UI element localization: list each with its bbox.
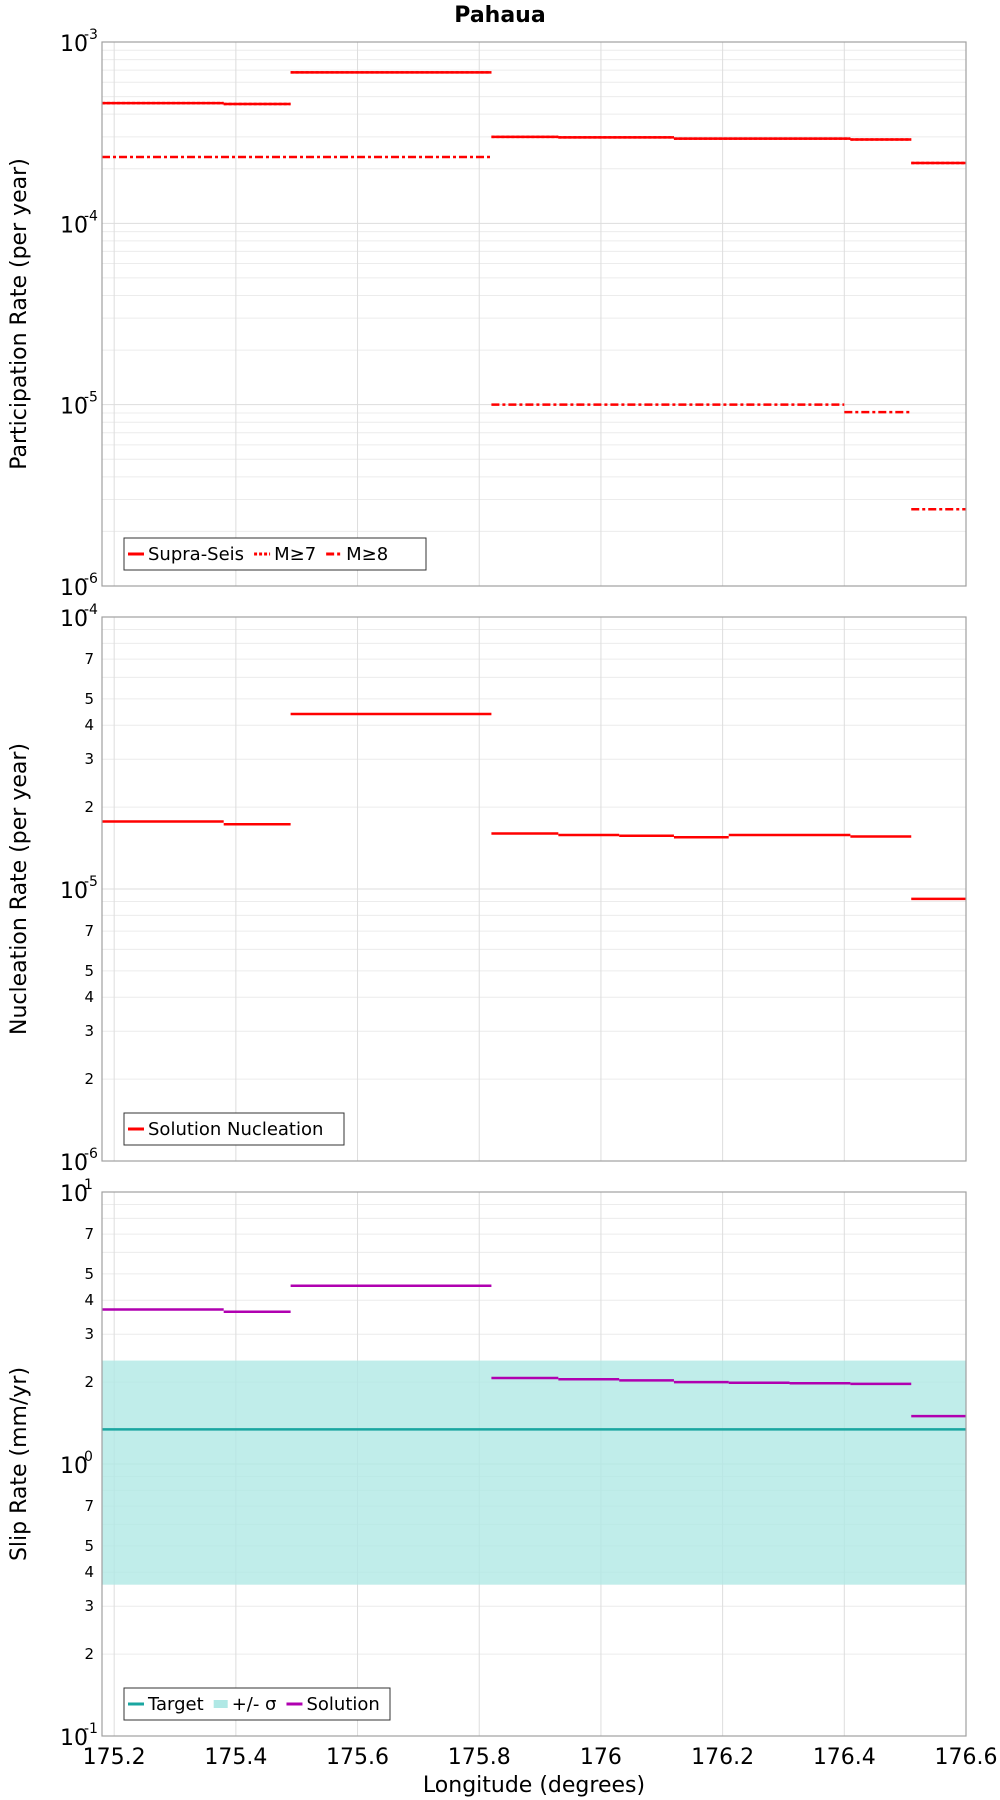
- y-tick-exponent: -5: [84, 390, 98, 406]
- y-tick-minor-label: 4: [84, 1563, 94, 1581]
- y-tick-label: 10: [60, 1454, 88, 1479]
- legend-label: M≥7: [274, 544, 316, 565]
- y-tick-label: 10: [60, 1726, 88, 1751]
- y-tick-exponent: -5: [84, 874, 98, 890]
- y-tick-minor-label: 4: [84, 988, 94, 1006]
- y-tick-label: 10: [60, 1182, 88, 1207]
- y-tick-label: 10: [60, 32, 88, 57]
- y-tick-exponent: -6: [84, 571, 98, 587]
- legend: Supra-Seis M≥7 M≥8: [123, 537, 427, 571]
- legend-label: Target: [147, 1694, 204, 1715]
- y-axis-label: Nucleation Rate (per year): [7, 743, 32, 1035]
- y-tick-minor-label: 7: [84, 1497, 94, 1515]
- y-tick-minor-label: 3: [84, 750, 94, 768]
- y-tick-minor-label: 4: [84, 716, 94, 734]
- plot-area: [102, 42, 966, 586]
- y-tick-exponent: -4: [84, 602, 98, 618]
- y-tick-label: 10: [60, 576, 88, 601]
- x-tick-label: 175.4: [204, 1745, 267, 1770]
- plot-frame: [101, 1191, 967, 1737]
- legend: Target +/- σ Solution: [123, 1687, 391, 1721]
- y-tick-minor-label: 5: [84, 1537, 94, 1555]
- y-tick-exponent: -4: [84, 208, 98, 224]
- y-tick-label: 10: [60, 395, 88, 420]
- y-tick-minor-label: 2: [84, 1645, 94, 1663]
- x-tick-label: 176.4: [813, 1745, 876, 1770]
- legend-swatch: [213, 1700, 228, 1708]
- y-tick-minor-label: 7: [84, 650, 94, 668]
- chart-title: Pahaua: [454, 3, 545, 28]
- legend-label: Solution Nucleation: [148, 1119, 323, 1140]
- x-axis-label: Longitude (degrees): [423, 1773, 645, 1798]
- y-tick-minor-label: 7: [84, 1225, 94, 1243]
- y-tick-exponent: 1: [84, 1177, 93, 1193]
- y-tick-label: 10: [60, 879, 88, 904]
- y-axis-label: Slip Rate (mm/yr): [7, 1367, 32, 1561]
- y-tick-minor-label: 4: [84, 1291, 94, 1309]
- x-tick-label: 175.2: [83, 1745, 146, 1770]
- plot-frame: [101, 41, 967, 587]
- legend-box: [123, 1112, 345, 1146]
- y-tick-label: 10: [60, 607, 88, 632]
- x-tick-label: 175.6: [326, 1745, 389, 1770]
- y-tick-minor-label: 3: [84, 1597, 94, 1615]
- legend-label: +/- σ: [232, 1694, 277, 1715]
- y-tick-label: 10: [60, 1151, 88, 1176]
- x-tick-label: 176.2: [691, 1745, 754, 1770]
- x-tick-label: 175.8: [448, 1745, 511, 1770]
- y-tick-minor-label: 5: [84, 962, 94, 980]
- y-tick-exponent: 0: [84, 1449, 93, 1465]
- y-tick-minor-label: 3: [84, 1325, 94, 1343]
- plot-frame: [101, 616, 967, 1162]
- y-tick-minor-label: 5: [84, 690, 94, 708]
- y-tick-exponent: -6: [84, 1146, 98, 1162]
- legend-label: Supra-Seis: [148, 544, 244, 565]
- y-tick-minor-label: 3: [84, 1022, 94, 1040]
- legend-label: Solution: [306, 1694, 379, 1715]
- uncertainty-band: [102, 1360, 966, 1585]
- y-tick-minor-label: 2: [84, 798, 94, 816]
- x-tick-label: 176: [580, 1745, 622, 1770]
- y-tick-minor-label: 2: [84, 1373, 94, 1391]
- y-tick-minor-label: 7: [84, 922, 94, 940]
- y-tick-label: 10: [60, 213, 88, 238]
- y-tick-exponent: -3: [84, 27, 98, 43]
- y-tick-minor-label: 5: [84, 1265, 94, 1283]
- y-axis-label: Participation Rate (per year): [7, 158, 32, 470]
- legend-label: M≥8: [346, 544, 388, 565]
- y-tick-exponent: -1: [84, 1721, 98, 1737]
- x-tick-label: 176.6: [935, 1745, 998, 1770]
- legend-box: [123, 1687, 391, 1721]
- legend: Solution Nucleation: [123, 1112, 345, 1146]
- legend-box: [123, 537, 427, 571]
- y-tick-minor-label: 2: [84, 1070, 94, 1088]
